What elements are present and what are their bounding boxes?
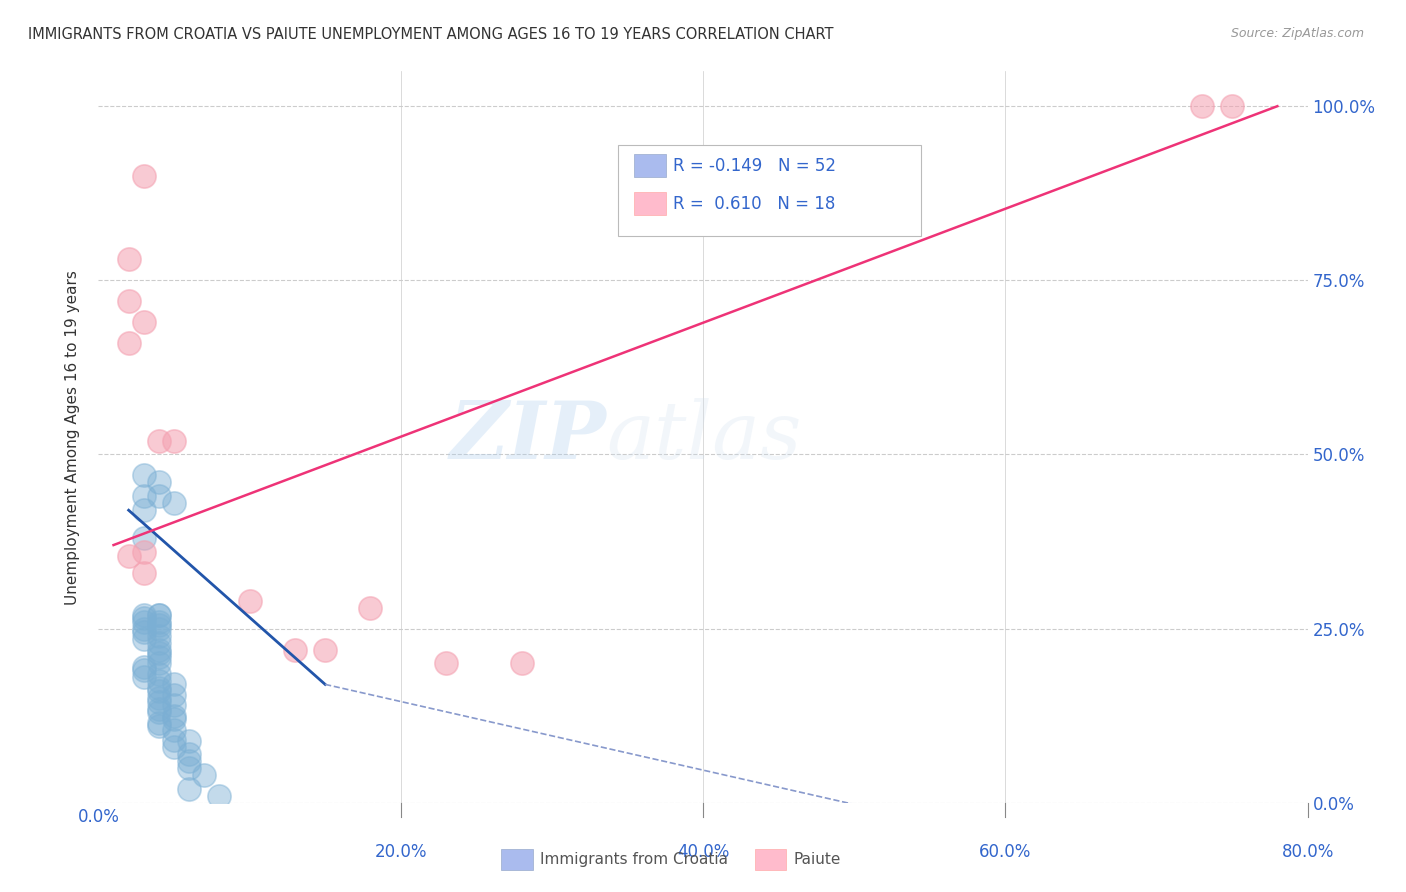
Point [163,708,186,723]
Point [148,615,170,629]
Point [148,684,170,698]
Text: 20.0%: 20.0% [374,843,427,861]
Point [163,434,186,448]
Point [163,712,186,726]
Point [148,691,170,706]
FancyBboxPatch shape [619,145,921,235]
Point [148,673,170,688]
Point [163,698,186,713]
Point [118,336,141,351]
Text: Paiute: Paiute [793,853,841,867]
Point [132,622,155,636]
Point [314,642,336,657]
Point [148,642,170,657]
Point [148,667,170,681]
Point [132,632,155,646]
Point [179,781,201,796]
Point [118,294,141,309]
Point [132,664,155,678]
Point [132,489,155,503]
Point [163,733,186,747]
Point [148,705,170,719]
Point [434,657,457,671]
Point [163,688,186,702]
Point [510,657,533,671]
Point [148,434,170,448]
Point [179,747,201,761]
Point [132,169,155,183]
Point [148,715,170,730]
Text: R = -0.149   N = 52: R = -0.149 N = 52 [672,158,835,176]
Point [163,723,186,737]
Point [193,768,215,782]
Text: Source: ZipAtlas.com: Source: ZipAtlas.com [1230,27,1364,40]
Text: 60.0%: 60.0% [979,843,1032,861]
Point [148,695,170,709]
Point [132,315,155,329]
Point [239,594,262,608]
Point [148,646,170,660]
FancyBboxPatch shape [634,154,665,178]
FancyBboxPatch shape [501,849,533,870]
Point [132,670,155,684]
Point [148,649,170,664]
Point [118,252,141,267]
Point [148,607,170,622]
Point [148,475,170,490]
FancyBboxPatch shape [755,849,786,870]
Point [132,531,155,545]
Point [132,615,155,629]
Point [148,622,170,636]
Point [148,618,170,632]
Point [179,754,201,768]
Point [132,611,155,625]
Point [148,629,170,643]
Point [132,607,155,622]
FancyBboxPatch shape [634,192,665,216]
Point [148,635,170,649]
Point [163,740,186,755]
Point [148,657,170,671]
Text: ZIP: ZIP [450,399,606,475]
Point [132,468,155,483]
Point [132,660,155,674]
Point [148,719,170,733]
Point [284,642,307,657]
Point [132,625,155,640]
Y-axis label: Unemployment Among Ages 16 to 19 years: Unemployment Among Ages 16 to 19 years [65,269,80,605]
Point [148,489,170,503]
Point [360,600,382,615]
Point [118,549,141,563]
Point [132,566,155,580]
Point [1191,99,1213,113]
Text: atlas: atlas [606,399,801,475]
Point [163,677,186,691]
Point [163,496,186,510]
Text: 80.0%: 80.0% [1281,843,1334,861]
Point [179,761,201,775]
Point [148,607,170,622]
Point [208,789,231,803]
Point [1220,99,1243,113]
Point [148,702,170,716]
Point [148,681,170,695]
Text: R =  0.610   N = 18: R = 0.610 N = 18 [672,195,835,213]
Text: IMMIGRANTS FROM CROATIA VS PAIUTE UNEMPLOYMENT AMONG AGES 16 TO 19 YEARS CORRELA: IMMIGRANTS FROM CROATIA VS PAIUTE UNEMPL… [28,27,834,42]
Point [132,503,155,517]
Text: Immigrants from Croatia: Immigrants from Croatia [540,853,728,867]
Text: 40.0%: 40.0% [676,843,730,861]
Point [132,545,155,559]
Point [179,734,201,748]
